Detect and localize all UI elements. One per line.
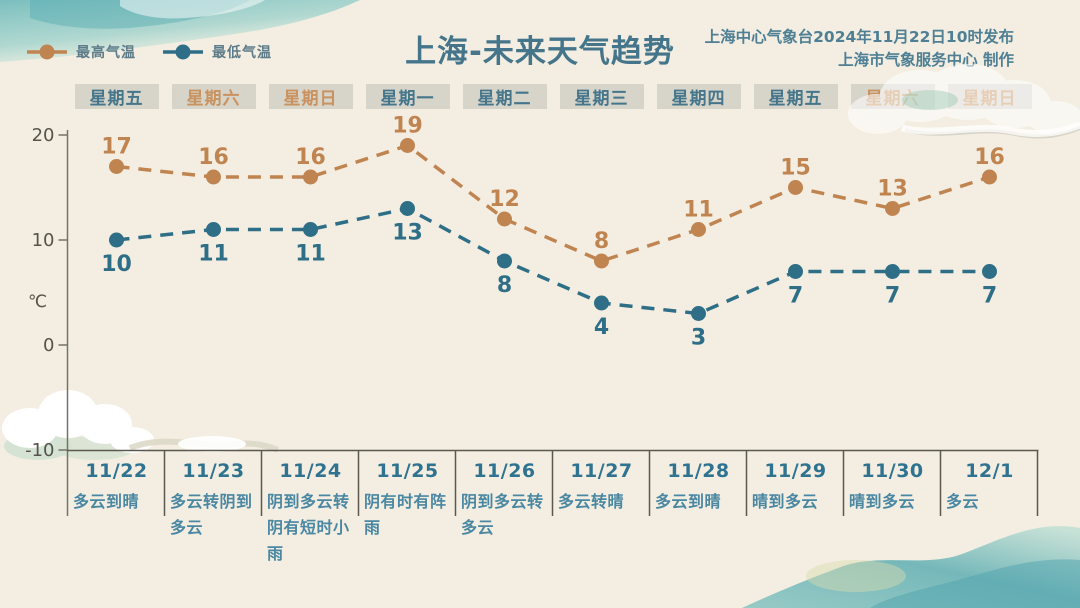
high-temp-line <box>116 143 991 263</box>
low-temp-point <box>497 253 512 269</box>
forecast-column-11/26: 11/26 阴到多云转多云 <box>456 454 553 567</box>
daily-forecast-table: 11/22 多云到晴 11/23 多云转阴到多云 11/24 阴到多云转阴有短时小雨 11/… <box>68 454 1038 567</box>
y-tick-label: 0 <box>43 335 54 356</box>
low-temp-value-label: 11 <box>198 242 229 267</box>
forecast-date: 11/22 <box>85 460 148 482</box>
weekday-chip-11/27: 星期三 <box>559 84 644 109</box>
forecast-weather-text: 多云 <box>946 492 980 511</box>
forecast-date: 11/23 <box>182 460 245 482</box>
forecast-column-11/23: 11/23 多云转阴到多云 <box>165 454 262 567</box>
weekday-chip-cell: 星期一 <box>359 84 456 109</box>
weekday-chip-cell: 星期五 <box>68 84 165 109</box>
high-temp-value-label: 8 <box>594 229 609 254</box>
forecast-weather-text: 多云到晴 <box>73 492 140 511</box>
low-temp-point <box>206 222 221 237</box>
forecast-weather-text: 多云到晴 <box>655 492 722 511</box>
low-temp-value-label: 13 <box>392 221 423 246</box>
high-temp-point <box>303 169 318 185</box>
low-temp-value-label: 7 <box>982 284 997 309</box>
low-temp-line <box>116 206 990 316</box>
page-title: 上海-未来天气趋势 <box>405 34 675 70</box>
forecast-column-11/28: 11/28 多云到晴 <box>650 454 747 567</box>
forecast-date: 12/1 <box>965 460 1014 482</box>
low-temp-point <box>400 201 415 216</box>
high-temp-value-label: 15 <box>780 156 811 181</box>
y-tick-label: 10 <box>32 230 55 251</box>
high-temp-point <box>109 159 124 174</box>
weekday-chip-11/26: 星期二 <box>462 84 547 109</box>
high-temp-point <box>497 211 512 227</box>
y-tick-label: 20 <box>32 125 55 146</box>
weekday-chip-cell: 星期二 <box>456 84 553 109</box>
low-temp-point <box>594 295 609 311</box>
weekday-chip-cell: 星期日 <box>262 84 359 109</box>
forecast-weather-text: 多云转阴到多云 <box>170 492 253 537</box>
high-temp-point <box>982 169 997 185</box>
high-temp-value-label: 13 <box>877 177 908 202</box>
y-axis-unit-label: ℃ <box>28 292 48 312</box>
high-temp-value-label: 11 <box>683 198 714 223</box>
low-temp-value-label: 8 <box>497 273 512 298</box>
low-temp-value-label: 3 <box>691 326 706 351</box>
low-temp-value-label: 10 <box>101 252 132 277</box>
low-temp-value-label: 7 <box>788 284 803 309</box>
forecast-column-11/30: 11/30 晴到多云 <box>844 454 941 567</box>
high-temp-point <box>400 138 415 153</box>
forecast-date: 11/30 <box>861 460 924 482</box>
forecast-column-11/25: 11/25 阴有时有阵雨 <box>359 454 456 567</box>
forecast-weather-text: 阴有时有阵雨 <box>364 492 447 537</box>
high-temp-value-label: 17 <box>101 135 132 160</box>
high-temp-point <box>691 222 706 237</box>
low-temp-point <box>982 264 997 279</box>
weekday-chip-cell: 星期三 <box>553 84 650 109</box>
low-temp-point <box>109 232 124 248</box>
forecast-date: 11/25 <box>376 460 439 482</box>
attribution-line-1: 上海中心气象台2024年11月22日10时发布 <box>704 28 1014 46</box>
high-temp-value-label: 16 <box>198 145 229 170</box>
forecast-date: 11/24 <box>279 460 342 482</box>
forecast-weather-text: 晴到多云 <box>849 492 916 511</box>
high-temp-point <box>206 169 221 185</box>
high-temp-value-label: 16 <box>295 145 326 170</box>
weekday-chip-cell: 星期六 <box>165 84 262 109</box>
low-temp-point <box>303 222 318 237</box>
high-temp-point <box>788 180 803 195</box>
high-temp-value-label: 12 <box>489 187 520 212</box>
forecast-weather-text: 多云转晴 <box>558 492 625 511</box>
low-temp-point <box>691 306 706 321</box>
high-temp-point <box>594 253 609 269</box>
weekday-chip-cell: 星期五 <box>747 84 844 109</box>
weekday-chip-11/25: 星期一 <box>365 84 450 109</box>
low-temp-point <box>788 264 803 279</box>
forecast-date: 11/29 <box>764 460 827 482</box>
forecast-weather-text: 阴到多云转多云 <box>461 492 544 537</box>
weekday-chip-11/22: 星期五 <box>74 84 159 109</box>
weekday-chip-11/29: 星期五 <box>753 84 838 109</box>
forecast-column-11/22: 11/22 多云到晴 <box>68 454 165 567</box>
low-temp-value-label: 4 <box>594 315 609 340</box>
weekday-chip-11/28: 星期四 <box>656 84 741 109</box>
low-temp-value-label: 11 <box>295 242 326 267</box>
forecast-column-11/27: 11/27 多云转晴 <box>553 454 650 567</box>
weekday-chip-11/24: 星期日 <box>268 84 353 109</box>
forecast-column-12/1: 12/1 多云 <box>941 454 1038 567</box>
high-temp-value-label: 19 <box>392 114 423 139</box>
high-temp-point <box>885 201 900 216</box>
forecast-weather-text: 晴到多云 <box>752 492 819 511</box>
weekday-chip-11/23: 星期六 <box>171 84 256 109</box>
low-temp-point <box>885 264 900 279</box>
forecast-column-11/24: 11/24 阴到多云转阴有短时小雨 <box>262 454 359 567</box>
y-tick-label: -10 <box>25 440 54 461</box>
forecast-weather-text: 阴到多云转阴有短时小雨 <box>267 492 350 563</box>
forecast-date: 11/28 <box>667 460 730 482</box>
high-temp-value-label: 16 <box>974 145 1005 170</box>
low-temp-value-label: 7 <box>885 284 900 309</box>
forecast-date: 11/27 <box>570 460 633 482</box>
weekday-chip-cell: 星期四 <box>650 84 747 109</box>
forecast-date: 11/26 <box>473 460 536 482</box>
forecast-column-11/29: 11/29 晴到多云 <box>747 454 844 567</box>
